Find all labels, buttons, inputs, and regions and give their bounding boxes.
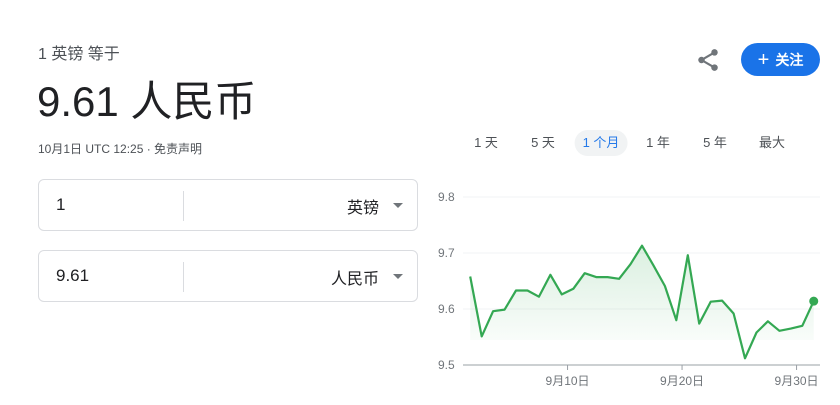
rate-chart[interactable]: 9.8 9.7 9.6 9.5 9月10日 9月20日 9月30日 [430, 180, 840, 405]
range-tab-1d[interactable]: 1 天 [474, 135, 498, 150]
area-fill [470, 245, 814, 359]
series-line [469, 244, 815, 360]
conversion-subtitle: 1 英镑 等于 [38, 46, 120, 63]
to-currency-select[interactable]: 人民币 [330, 271, 379, 288]
plus-icon: + [757, 48, 770, 71]
divider [183, 262, 184, 292]
y-tick-label: 9.7 [438, 246, 455, 260]
y-tick-label: 9.6 [438, 302, 455, 316]
conversion-result: 9.61 人民币 [37, 78, 257, 125]
from-currency-field[interactable]: 1 英镑 [38, 179, 418, 231]
x-tick-label: 9月30日 [775, 374, 819, 388]
range-tab-1m[interactable]: 1 个月 [574, 130, 628, 156]
x-tick-label: 9月10日 [546, 374, 590, 388]
share-icon[interactable] [695, 47, 721, 73]
from-amount-input[interactable]: 1 [56, 195, 66, 214]
range-tab-5y[interactable]: 5 年 [703, 135, 727, 150]
current-point [809, 296, 819, 306]
to-amount-input[interactable]: 9.61 [56, 266, 90, 285]
follow-button[interactable]: + 关注 [741, 43, 820, 76]
to-currency-field[interactable]: 9.61 人民币 [38, 250, 418, 302]
chevron-down-icon[interactable] [393, 203, 403, 208]
from-currency-select[interactable]: 英镑 [346, 200, 379, 217]
x-tick-label: 9月20日 [660, 374, 704, 388]
y-tick-label: 9.8 [438, 190, 455, 204]
divider [183, 191, 184, 221]
range-tab-1y[interactable]: 1 年 [646, 135, 670, 150]
follow-label: 关注 [775, 51, 804, 68]
chevron-down-icon[interactable] [393, 274, 403, 279]
range-tab-5d[interactable]: 5 天 [531, 135, 555, 150]
range-tab-max[interactable]: 最大 [758, 135, 786, 150]
y-tick-label: 9.5 [438, 358, 455, 372]
timestamp-disclaimer[interactable]: 10月1日 UTC 12:25 · 免责声明 [38, 142, 203, 156]
